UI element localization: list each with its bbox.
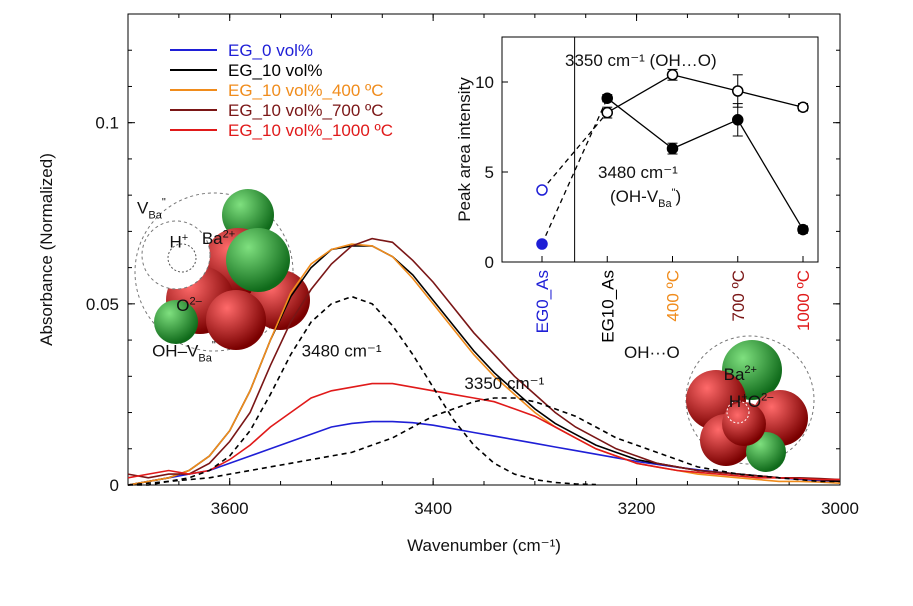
ba-ion <box>154 300 198 344</box>
y-tick-label: 0 <box>110 476 119 495</box>
x-tick-label: 3000 <box>821 499 859 518</box>
inset-connector <box>672 119 739 150</box>
inset-category-label: EG0_As <box>533 270 552 333</box>
annotation-label-text: H <box>729 392 741 411</box>
y-tick-label: 0.05 <box>86 295 119 314</box>
annotation-label-sub: Ba <box>148 209 162 221</box>
inset-y-tick-label: 10 <box>475 73 494 92</box>
inset-y-tick-label: 5 <box>485 163 494 182</box>
annotation-label-sup: 2+ <box>744 364 757 376</box>
inset-point <box>666 142 679 155</box>
annotation-label: O2– <box>748 391 774 411</box>
inset-connector <box>541 112 608 191</box>
inset-point <box>601 106 613 119</box>
ba-ion <box>226 228 290 292</box>
annotation-label-text: H <box>169 233 181 252</box>
inset-point <box>601 92 613 104</box>
inset-frame <box>501 36 819 263</box>
inset-connector <box>606 97 673 150</box>
inset-category-label: 1000 ºC <box>794 270 813 331</box>
annotation-label-text: OH–V <box>152 341 199 360</box>
annotation-label-text: OH···O <box>624 343 680 362</box>
inset-point <box>732 114 744 126</box>
annotation-label: H+ <box>729 391 748 411</box>
proton-site <box>167 243 197 273</box>
inset-point <box>732 85 744 97</box>
series-line-2 <box>127 243 841 486</box>
inset-connector <box>672 74 738 92</box>
o-ion <box>206 290 266 350</box>
inset-point <box>536 184 548 196</box>
annotation-label: O2– <box>176 295 202 315</box>
annotation-label-sub: Ba <box>198 352 212 364</box>
o-ion <box>722 402 766 446</box>
annotation-label: OH–VBa" <box>152 340 216 365</box>
annotation-label-text: O <box>748 392 761 411</box>
main-spectrum-chart: 3600 3400 3200 3000 0 0.05 0.1 Wavenumber (cm⁻¹… <box>37 13 859 555</box>
annotation-label-sup: 2– <box>189 295 202 307</box>
y-tick-label: 0.1 <box>95 114 119 133</box>
inset-category-label: 700 ºC <box>729 270 748 322</box>
label-sup: " <box>672 187 676 199</box>
proton-site <box>726 400 750 424</box>
y-axis-label: Absorbance (Normalized) <box>37 153 56 346</box>
annotation-label-sup: 2+ <box>223 228 236 240</box>
label-sub: Ba <box>658 198 672 210</box>
inset-series-label-1: 3350 cm⁻¹ (OH…O) <box>565 51 717 70</box>
x-tick-label: 3200 <box>618 499 656 518</box>
x-tick-label: 3400 <box>414 499 452 518</box>
inset-series-label-2b: (OH-VBa") <box>610 187 681 210</box>
legend-label: EG_0 vol% <box>228 41 313 60</box>
annotation-label: 3350 cm⁻¹ <box>464 374 544 393</box>
label-end: ) <box>676 187 682 206</box>
annotation-label-sup: " <box>212 340 216 352</box>
legend-label: EG_10 vol%_400 ºC <box>228 81 384 100</box>
inset-y-axis-label: Peak area intensity <box>455 77 474 222</box>
inset-point <box>797 101 809 113</box>
annotation-label-text: O <box>176 296 189 315</box>
annotation-label: Ba2+ <box>724 364 757 384</box>
ba-ion <box>222 189 274 241</box>
series-line-3 <box>127 237 841 481</box>
annotation-label: H+ <box>169 232 188 252</box>
legend-label: EG_10 vol% <box>228 61 323 80</box>
annotation-label-text: Ba <box>202 229 223 248</box>
inset-point <box>666 69 679 81</box>
annotation-label-text: Ba <box>724 365 745 384</box>
ball-model-illustrations <box>134 189 815 472</box>
inset-connector <box>737 119 804 230</box>
annotation-label-sup: " <box>162 197 166 209</box>
legend-label: EG_10 vol%_1000 ºC <box>228 121 393 140</box>
annotation-label: OH···O <box>624 343 680 362</box>
inset-point <box>797 223 809 236</box>
annotation-label-sup: + <box>741 391 747 403</box>
x-tick-label: 3600 <box>211 499 249 518</box>
inset-connector <box>737 90 804 108</box>
annotation-label-text: 3350 cm⁻¹ <box>464 374 544 393</box>
annotation-label: Ba2+ <box>202 228 235 248</box>
x-axis-label: Wavenumber (cm⁻¹) <box>407 536 561 555</box>
inset-category-label: EG10_As <box>598 270 617 343</box>
annotation-label-sup: + <box>182 232 188 244</box>
annotation-label-sup: 2– <box>761 391 774 403</box>
annotation-label-text: V <box>137 198 149 217</box>
legend-label: EG_10 vol%_700 ºC <box>228 101 384 120</box>
annotation-label-text: 3480 cm⁻¹ <box>302 341 382 360</box>
inset-point <box>536 238 548 250</box>
series-line-5 <box>128 295 596 486</box>
series-line-6 <box>127 397 840 486</box>
inset-category-label: 400 ºC <box>664 270 683 322</box>
annotation-label: VBa" <box>137 197 166 222</box>
legend: EG_0 vol%EG_10 vol%EG_10 vol%_400 ºCEG_1… <box>170 41 393 140</box>
label-text: (OH-V <box>610 187 659 206</box>
inset-y-tick-label: 0 <box>485 253 494 272</box>
annotation-label: 3480 cm⁻¹ <box>302 341 382 360</box>
inset-series-label-2: 3480 cm⁻¹ <box>598 163 678 182</box>
